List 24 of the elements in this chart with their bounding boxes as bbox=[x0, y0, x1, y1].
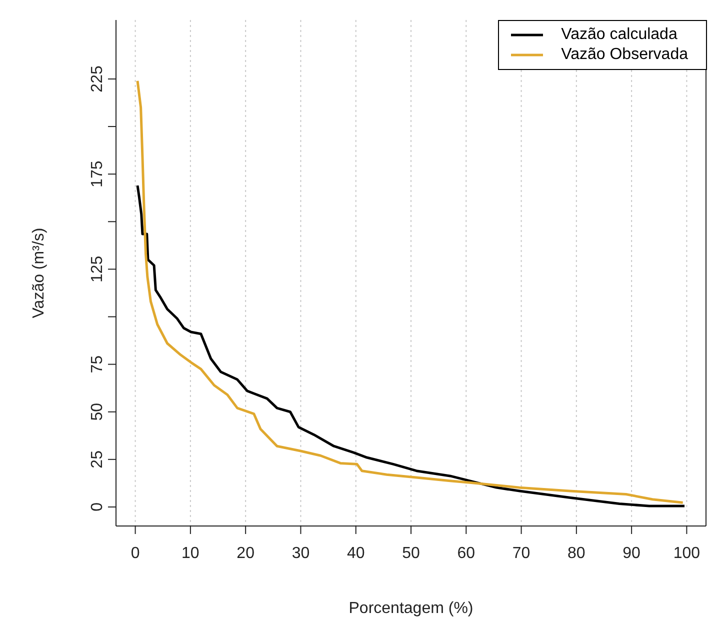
x-tick-label: 40 bbox=[346, 545, 365, 562]
y-axis-title: Vazão (m³/s) bbox=[30, 228, 48, 318]
x-tick-label: 60 bbox=[457, 545, 476, 562]
x-tick-label: 70 bbox=[512, 545, 530, 562]
x-tick-label: 50 bbox=[402, 545, 420, 562]
y-tick-label: 50 bbox=[89, 402, 106, 421]
x-axis-title: Porcentagem (%) bbox=[348, 600, 474, 617]
y-tick-label: 75 bbox=[89, 355, 106, 374]
line-series bbox=[136, 80, 684, 504]
x-tick-label: 80 bbox=[568, 545, 586, 562]
y-tick-label: 225 bbox=[89, 66, 106, 92]
legend-label: Vazão Observada bbox=[561, 45, 688, 65]
x-tick-label: 30 bbox=[292, 545, 310, 562]
y-tick-label: 175 bbox=[89, 160, 106, 188]
x-tick-label: 0 bbox=[130, 545, 140, 562]
line-series bbox=[136, 184, 686, 508]
y-tick-label: 0 bbox=[89, 502, 106, 512]
y-tick-label: 125 bbox=[89, 256, 106, 283]
x-tick-label: 90 bbox=[622, 545, 641, 562]
x-tick-label: 10 bbox=[182, 545, 200, 562]
y-tick-label: 25 bbox=[89, 450, 106, 468]
x-tick-label: 100 bbox=[673, 545, 700, 562]
x-tick-label: 20 bbox=[236, 545, 255, 562]
legend-label: Vazão calculada bbox=[561, 25, 678, 45]
